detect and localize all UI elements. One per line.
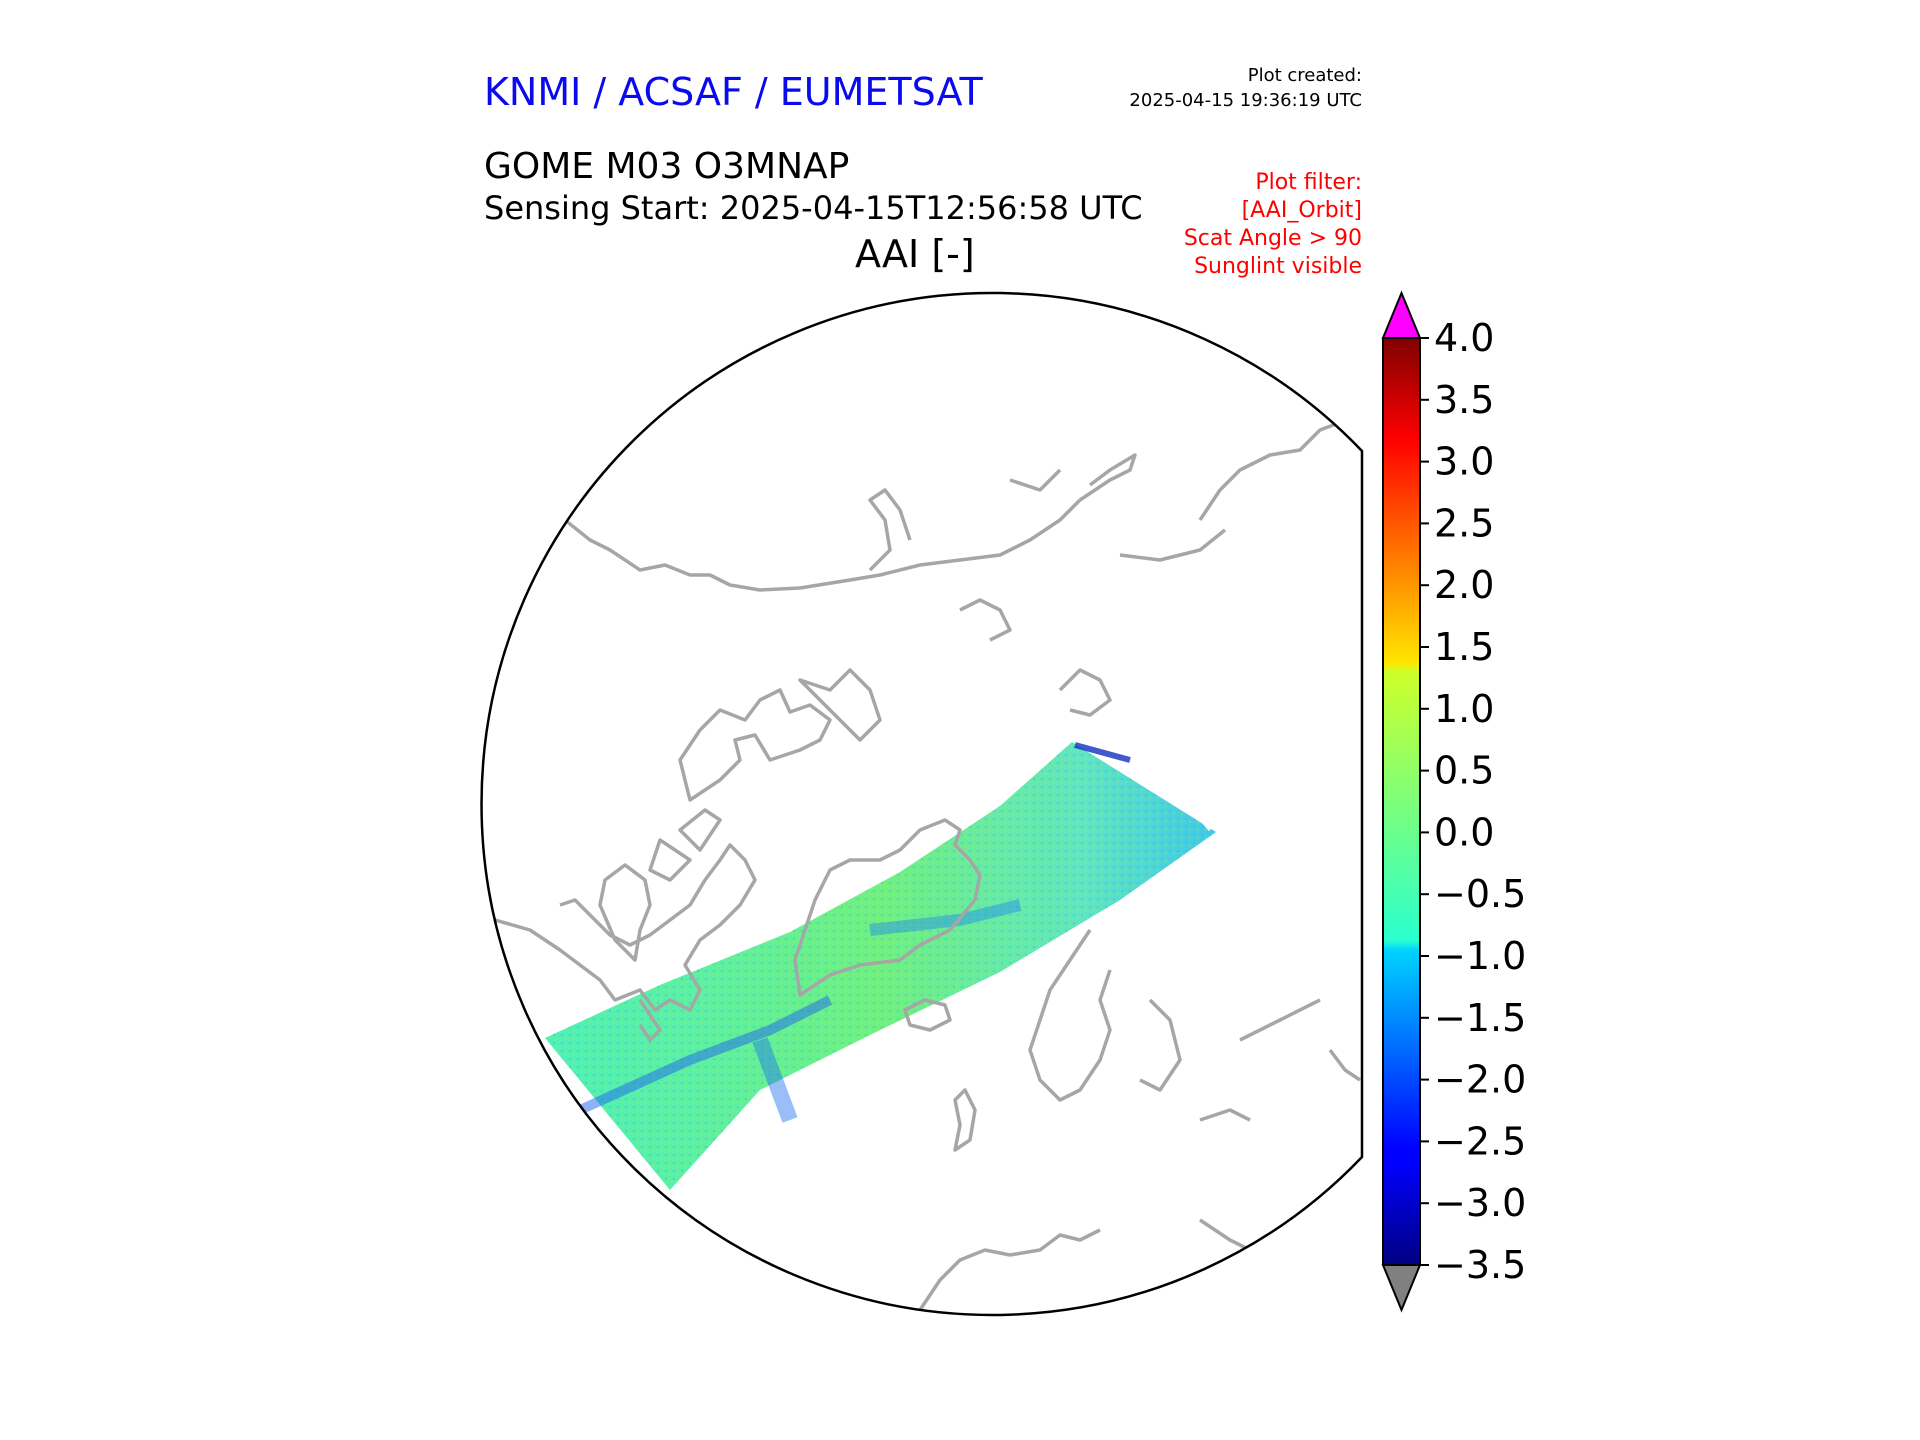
organisation-title: KNMI / ACSAF / EUMETSAT [484,70,983,114]
colorbar-tick-label: −1.0 [1434,934,1526,978]
colorbar-tick-label: 0.5 [1434,749,1494,793]
colorbar-tick-label: −3.5 [1434,1243,1526,1287]
map-boundary [480,291,1364,1317]
colorbar-tick-label: 1.0 [1434,687,1494,731]
filter-heading: Plot filter: [1255,170,1362,195]
colorbar-over-extension [1381,290,1422,339]
colorbar-tick-label: 3.5 [1434,378,1494,422]
colorbar-tick-label: −0.5 [1434,872,1526,916]
colorbar-tick-label: −3.0 [1434,1181,1526,1225]
colorbar-tick-label: 4.0 [1434,316,1494,360]
plot-created-timestamp: 2025-04-15 19:36:19 UTC [1129,90,1362,111]
filter-item: Scat Angle > 90 [1183,226,1362,251]
colorbar-under-extension [1381,1264,1422,1313]
filter-item: [AAI_Orbit] [1241,198,1362,223]
variable-title: AAI [-] [855,232,975,276]
colorbar-tick-label: −1.5 [1434,996,1526,1040]
colorbar-tick-label: −2.0 [1434,1058,1526,1102]
colorbar-tick-label: 3.0 [1434,440,1494,484]
plot-created-label: Plot created: [1247,65,1362,86]
aai-swath [545,742,1216,1190]
colorbar-tick-label: 2.5 [1434,501,1494,545]
colorbar-tick-label: 2.0 [1434,563,1494,607]
product-name: GOME M03 O3MNAP [484,146,850,187]
colorbar-tick-label: 1.5 [1434,625,1494,669]
filter-item: Sunglint visible [1194,254,1362,279]
colorbar-tick-label: −2.5 [1434,1119,1526,1163]
coastlines [494,413,1361,1311]
sensing-start: Sensing Start: 2025-04-15T12:56:58 UTC [484,189,1143,227]
colorbar-scale [1382,337,1421,1266]
colorbar-tick-label: 0.0 [1434,810,1494,854]
